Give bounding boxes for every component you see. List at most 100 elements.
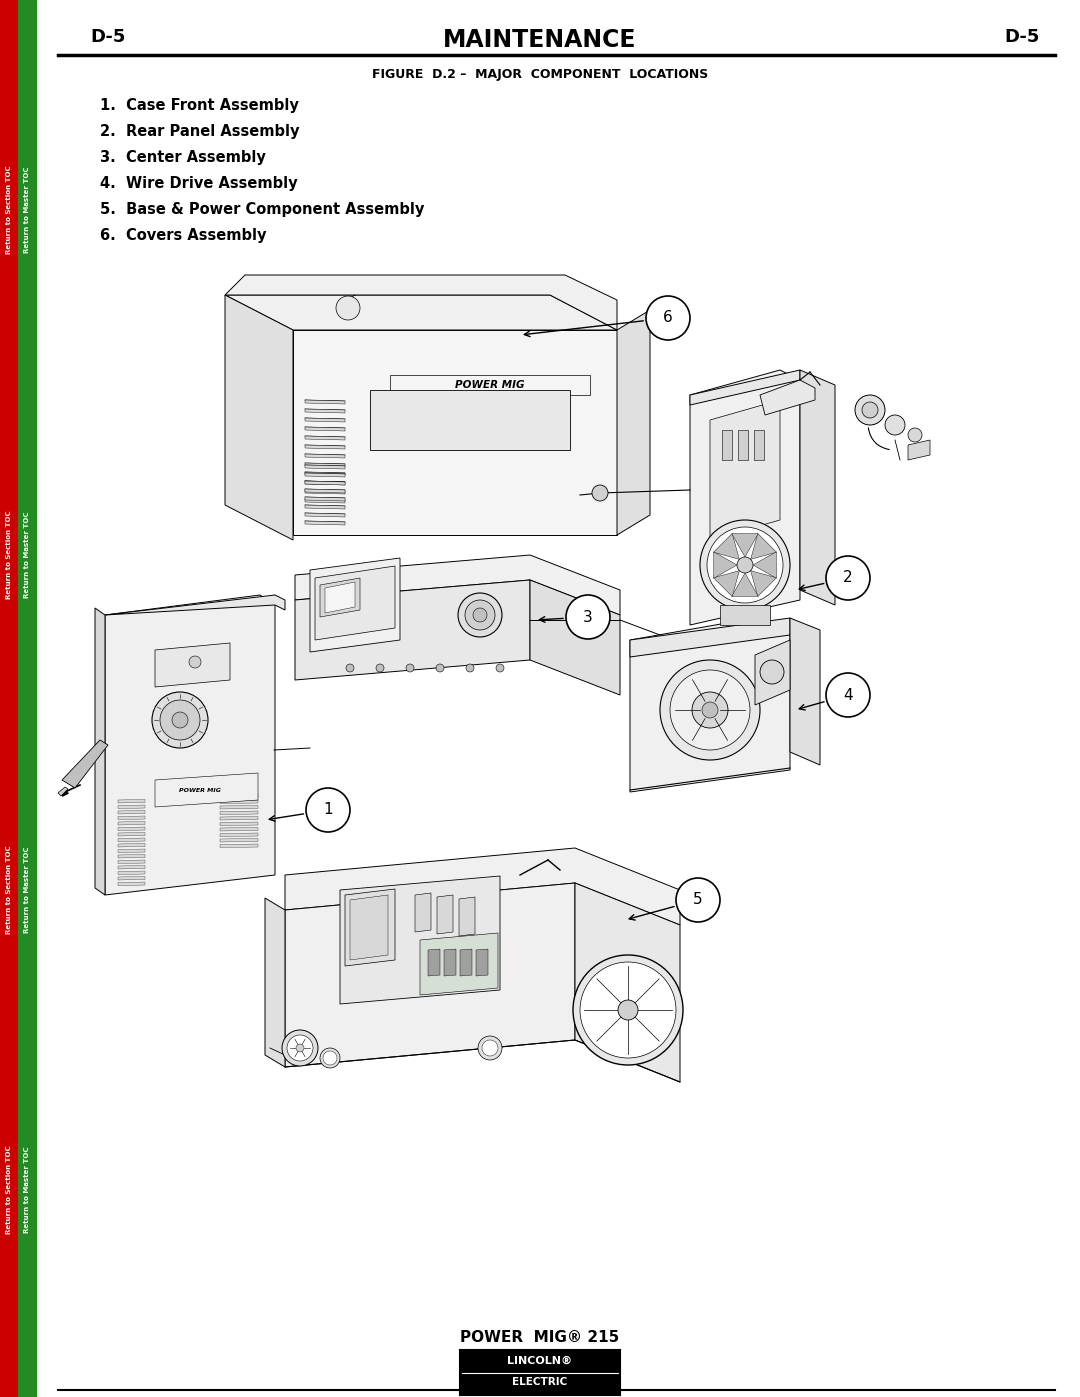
- Circle shape: [465, 664, 474, 672]
- Text: POWER MIG: POWER MIG: [456, 380, 525, 390]
- Polygon shape: [710, 400, 780, 541]
- Polygon shape: [530, 580, 620, 694]
- Bar: [0, 0, 18, 1397]
- Circle shape: [296, 1044, 303, 1052]
- Circle shape: [826, 556, 870, 599]
- Polygon shape: [225, 275, 617, 330]
- Text: D-5: D-5: [1004, 28, 1040, 46]
- Text: POWER  MIG® 215: POWER MIG® 215: [460, 1330, 620, 1345]
- Polygon shape: [305, 481, 345, 485]
- Circle shape: [376, 664, 384, 672]
- Polygon shape: [220, 800, 258, 803]
- Circle shape: [482, 1039, 498, 1056]
- Polygon shape: [415, 893, 431, 932]
- Circle shape: [646, 296, 690, 339]
- Circle shape: [702, 703, 718, 718]
- Text: Return to Master TOC: Return to Master TOC: [24, 847, 30, 933]
- Polygon shape: [62, 740, 108, 788]
- Text: 1.  Case Front Assembly: 1. Case Front Assembly: [100, 98, 299, 113]
- Polygon shape: [293, 330, 617, 535]
- Polygon shape: [220, 816, 258, 820]
- Polygon shape: [310, 557, 400, 652]
- Circle shape: [592, 485, 608, 502]
- Circle shape: [172, 712, 188, 728]
- Polygon shape: [220, 833, 258, 837]
- Polygon shape: [325, 583, 355, 613]
- Polygon shape: [118, 810, 145, 814]
- Polygon shape: [460, 949, 472, 977]
- Polygon shape: [118, 833, 145, 835]
- Circle shape: [566, 595, 610, 638]
- Polygon shape: [220, 827, 258, 831]
- Text: 2.  Rear Panel Assembly: 2. Rear Panel Assembly: [100, 124, 299, 138]
- Polygon shape: [305, 446, 345, 448]
- Polygon shape: [908, 440, 930, 460]
- Circle shape: [189, 657, 201, 668]
- Text: Return to Master TOC: Return to Master TOC: [24, 1147, 30, 1234]
- Polygon shape: [220, 795, 258, 798]
- Polygon shape: [118, 861, 145, 863]
- Text: 3.  Center Assembly: 3. Center Assembly: [100, 149, 266, 165]
- Polygon shape: [156, 773, 258, 807]
- Circle shape: [676, 877, 720, 922]
- Polygon shape: [118, 876, 145, 880]
- Text: Return to Section TOC: Return to Section TOC: [6, 1146, 12, 1235]
- Polygon shape: [305, 409, 345, 414]
- Polygon shape: [751, 534, 777, 559]
- Polygon shape: [118, 799, 145, 803]
- Polygon shape: [225, 295, 293, 541]
- Polygon shape: [118, 849, 145, 852]
- Polygon shape: [118, 827, 145, 830]
- Polygon shape: [444, 949, 456, 977]
- Polygon shape: [476, 949, 488, 977]
- Text: 5: 5: [693, 893, 703, 908]
- Polygon shape: [800, 370, 835, 605]
- Circle shape: [573, 956, 683, 1065]
- Polygon shape: [617, 310, 650, 535]
- Polygon shape: [789, 617, 820, 766]
- Circle shape: [465, 599, 495, 630]
- Polygon shape: [305, 427, 345, 432]
- Circle shape: [323, 1051, 337, 1065]
- Polygon shape: [118, 838, 145, 841]
- Circle shape: [458, 592, 502, 637]
- Polygon shape: [118, 821, 145, 826]
- Polygon shape: [732, 573, 758, 597]
- Text: Return to Master TOC: Return to Master TOC: [24, 511, 30, 598]
- Polygon shape: [220, 806, 258, 809]
- Polygon shape: [105, 595, 285, 615]
- Text: 1: 1: [323, 802, 333, 817]
- Polygon shape: [370, 390, 570, 450]
- Polygon shape: [305, 436, 345, 440]
- Circle shape: [473, 608, 487, 622]
- Circle shape: [160, 700, 200, 740]
- Circle shape: [908, 427, 922, 441]
- Text: 4: 4: [843, 687, 853, 703]
- Text: LINCOLN®: LINCOLN®: [508, 1356, 572, 1366]
- Text: Return to Section TOC: Return to Section TOC: [6, 166, 12, 254]
- Polygon shape: [118, 805, 145, 809]
- Polygon shape: [690, 370, 800, 405]
- Polygon shape: [320, 578, 360, 617]
- Polygon shape: [118, 816, 145, 820]
- Polygon shape: [265, 898, 285, 1067]
- Polygon shape: [305, 521, 345, 525]
- Text: D-5: D-5: [90, 28, 125, 46]
- Polygon shape: [156, 643, 230, 687]
- Polygon shape: [285, 848, 680, 925]
- Polygon shape: [305, 465, 345, 469]
- Text: 6.  Covers Assembly: 6. Covers Assembly: [100, 228, 267, 243]
- Circle shape: [406, 664, 414, 672]
- Polygon shape: [315, 566, 395, 640]
- Polygon shape: [220, 821, 258, 826]
- Polygon shape: [305, 400, 345, 404]
- FancyBboxPatch shape: [460, 1350, 620, 1396]
- Polygon shape: [305, 489, 345, 493]
- Circle shape: [478, 1037, 502, 1060]
- Polygon shape: [753, 552, 777, 578]
- Polygon shape: [305, 462, 345, 467]
- Polygon shape: [305, 418, 345, 422]
- Polygon shape: [220, 844, 258, 848]
- Polygon shape: [760, 380, 815, 415]
- Circle shape: [737, 557, 753, 573]
